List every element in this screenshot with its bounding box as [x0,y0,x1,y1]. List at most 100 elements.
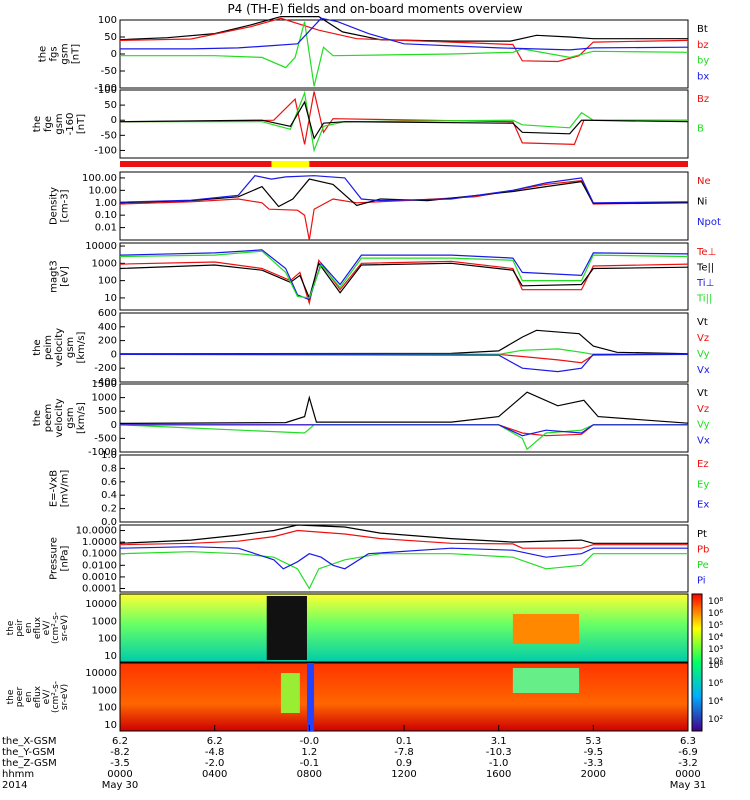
colorbar-label: 10⁴ [708,697,723,707]
ylabel-fgs: [nT] [71,44,82,64]
legend-peim-Vt: Vt [697,317,708,328]
legend-fge-B: B [697,124,704,135]
series-fgs-bx [120,17,689,51]
ytick-label-peim: 200 [98,336,117,347]
series-peim-Vt [119,329,689,355]
ylabel-temp: magt3 [49,260,60,293]
ylabel-fge: fge [43,116,54,132]
mode-bar [120,161,688,167]
colorbar [691,593,703,732]
series-density-Ne [119,180,689,241]
ylabel-peir: (cm²-s- [51,612,61,644]
legend-temp-Ti⊥: Ti⊥ [696,278,714,289]
ytick-label-pressure: 1.0000 [82,537,117,548]
ytick-label-peem: 500 [98,406,117,417]
ylabel-peir: eV/ [42,620,52,636]
ytick-label-efield: 0.0 [101,517,117,528]
ytick-label-peem: 1500 [92,379,117,390]
ytick-label-pressure: 0.1000 [82,549,117,560]
ytick-label-density: 10.00 [88,185,117,196]
ylabel-density: [cm-3] [60,189,71,222]
xtick-label: -0.1 [300,758,320,769]
legend-peim-Vy: Vy [697,349,710,360]
spectrogram-peer [119,662,689,732]
ylabel-peem: peem [43,404,54,432]
spectrogram-dark-band [266,596,307,660]
ylabel-peir: eflux [33,616,43,639]
xaxis-row-label: the_Y-GSM [2,747,55,758]
ytick-label-peem: -1000 [88,447,117,458]
ytick-label-fgs: 0 [111,49,117,60]
xaxis-row-label: hhmm [2,769,34,780]
legend-peem-Vy: Vy [697,420,710,431]
legend-peem-Vz: Vz [697,404,709,415]
ytick-label-pressure: 10.0000 [76,526,117,537]
series-peem-Vt [119,391,689,424]
xtick-label: -3.3 [584,758,604,769]
xtick-label: -3.2 [678,758,698,769]
legend-pressure-Pi: Pi [697,576,706,587]
ytick-label-fgs: -100 [94,83,117,94]
ylabel-peer: sr-eV) [60,684,70,710]
series-fge-Bk [119,100,689,140]
ylabel-peim: [km/s] [76,331,87,363]
legend-fge-Bz: Bz [697,94,709,105]
ytick-label-peir: 10 [104,651,117,662]
xtick-label: 2000 [581,769,606,780]
spectrogram-hot-band [512,614,580,644]
panel-frame-efield [119,454,689,523]
ytick-label-density: 0.10 [95,210,117,221]
ylabel-peer: eflux [33,685,43,708]
ylabel-efield: [mV/m] [60,470,71,508]
xtick-label: 0400 [202,769,227,780]
xtick-label: 5.3 [585,736,601,747]
ytick-label-peim: 600 [98,308,117,319]
xtick-label: 1200 [391,769,416,780]
series-temp-Tipar [119,250,689,299]
ytick-label-peer: 10000 [85,668,117,679]
ytick-label-temp: 10000 [85,241,117,252]
colorbar-label: 10² [708,657,723,667]
xtick-label: 0.1 [396,736,412,747]
xtick-label: 0800 [297,769,322,780]
xtick-label: -8.2 [110,747,130,758]
ytick-label-peir: 1000 [92,616,117,627]
series-pressure-Pe [119,551,688,590]
series-peem-Vz [120,424,688,437]
spectrogram-green-patch [280,673,300,713]
panel-frame-density [119,171,689,241]
legend-fgs-Bt: Bt [697,24,708,35]
legend-efield-Ez: Ez [697,459,709,470]
legend-pressure-Pt: Pt [697,529,707,540]
series-density-Ni [119,178,689,208]
xtick-label: 1.2 [301,747,317,758]
xtick-label: 6.2 [112,736,128,747]
xtick-label: -4.8 [205,747,225,758]
ylabel-fgs: gsm [60,43,71,64]
ytick-label-fgs: 50 [104,32,117,43]
ylabel-fge: gsm [54,113,65,134]
legend-temp-Ti||: Ti|| [696,294,712,305]
ylabel-peim: the [32,339,43,355]
ylabel-fge: the [32,116,43,132]
ylabel-pressure: [nPa] [60,545,71,571]
ylabel-fgs: the [38,46,49,62]
colorbar-label: 10³ [708,645,723,655]
ylabel-peir: en [24,622,34,633]
legend-pressure-Pb: Pb [697,545,709,556]
series-temp-Tiperp [119,249,689,301]
xtick-label: May 31 [670,780,707,791]
ytick-label-density: 0.01 [95,223,117,234]
legend-efield-Ey: Ey [697,479,709,490]
ytick-label-fge: -50 [101,130,117,141]
colorbar-label: 10⁶ [708,609,723,619]
ylabel-peer: eV/ [42,689,52,705]
legend-density-Ni: Ni [697,197,707,208]
ylabel-fge: [nT] [76,114,87,134]
series-fgs-by [120,21,689,87]
ytick-label-pressure: 0.0010 [82,572,117,583]
ytick-label-peim: 0 [111,349,117,360]
ytick-label-peer: 100 [98,703,117,714]
xtick-label: -3.5 [110,758,130,769]
legend-pressure-Pe: Pe [697,560,709,571]
